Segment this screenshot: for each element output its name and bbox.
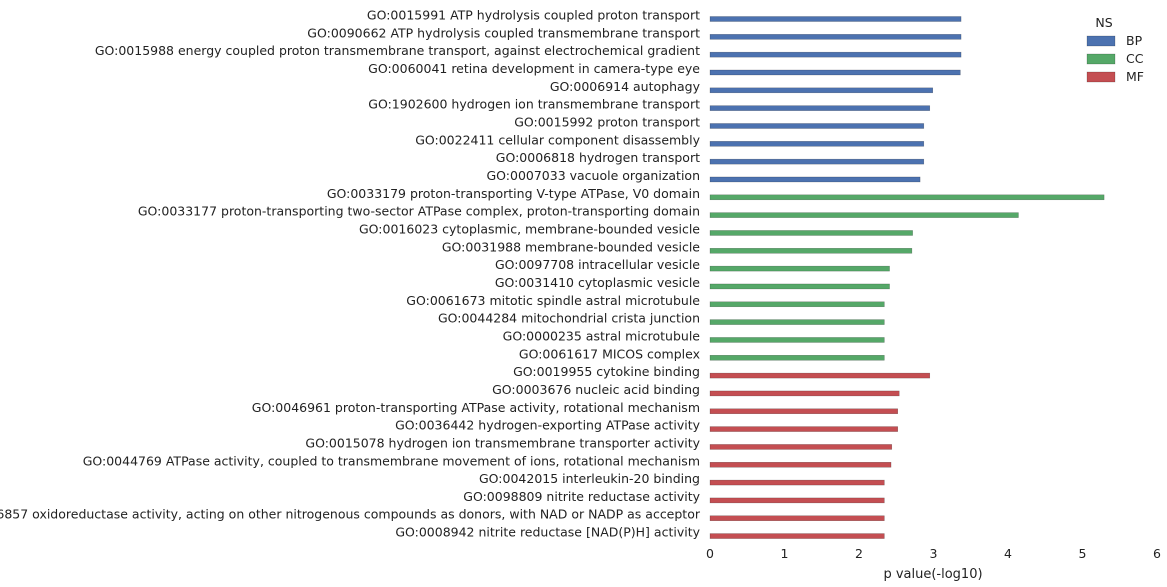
category-label: GO:0061673 mitotic spindle astral microt… [406,293,700,308]
x-axis-ticks: 0 1 2 3 4 5 6 [706,546,1161,561]
legend-swatch-cc [1086,53,1116,65]
category-label: GO:0006818 hydrogen transport [496,150,700,165]
x-axis-title: p value(-log10) [883,567,982,582]
category-label: GO:0015991 ATP hydrolysis coupled proton… [367,8,700,23]
bar-cc [709,194,1105,201]
bar-bp [709,105,931,111]
legend: NS BP CC MF [1086,15,1144,84]
legend-label-cc: CC [1126,51,1144,66]
bar-mf [709,372,931,379]
category-label: GO:0003676 nucleic acid binding [492,382,700,397]
category-label: GO:0022411 cellular component disassembl… [415,132,700,147]
category-label: GO:0007033 vacuole organization [486,168,700,183]
category-label: GO:0015078 hydrogen ion transmembrane tr… [305,435,700,450]
bar-mf [709,444,893,450]
x-tick-label: 3 [930,546,938,561]
bar-bp [709,87,934,94]
legend-label-bp: BP [1126,33,1143,48]
x-tick-label: 5 [1079,546,1087,561]
bar-cc [709,230,913,236]
bar-cc [709,301,885,308]
category-label: GO:0060041 retina development in camera-… [368,61,700,76]
category-label: GO:0046961 proton-transporting ATPase ac… [252,400,700,415]
bar-mf [709,533,885,539]
category-label: GO:0098809 nitrite reductase activity [463,489,700,504]
bar-cc [709,319,885,325]
category-label: GO:0033179 proton-transporting V-type AT… [327,186,700,201]
bar-mf [709,479,885,486]
category-label: GO:0015988 energy coupled proton transme… [95,43,700,58]
bar-cc [709,212,1019,218]
category-label: GO:0061617 MICOS complex [519,346,700,361]
x-tick-label: 6 [1153,546,1161,561]
category-label: GO:0031988 membrane-bounded vesicle [442,239,700,254]
legend-label-mf: MF [1126,69,1144,84]
category-label: GO:0090662 ATP hydrolysis coupled transm… [307,25,700,40]
bar-cc [709,248,913,254]
category-label: GO:0031410 cytoplasmic vesicle [495,275,700,290]
bar-bp [709,16,962,22]
category-label: GO:1902600 hydrogen ion transmembrane tr… [368,97,700,112]
bar-bp [709,34,962,40]
bar-bp [709,69,961,76]
bar-bp [709,158,925,165]
bar-bp [709,51,962,58]
x-tick-label: 2 [855,546,863,561]
legend-title: NS [1095,15,1112,30]
bar-cc [709,355,885,361]
legend-swatch-mf [1086,71,1116,83]
bar-bp [709,176,921,183]
bar-bp [709,141,925,147]
bar-mf [709,408,898,415]
category-label: GO:0046857 oxidoreductase activity, acti… [0,507,701,522]
x-tick-label: 4 [1004,546,1012,561]
bar-mf [709,515,885,521]
category-label: GO:0097708 intracellular vesicle [495,257,700,272]
category-label: GO:0044769 ATPase activity, coupled to t… [83,453,700,468]
bar-mf [709,426,898,432]
category-label: GO:0016023 cytoplasmic, membrane-bounded… [359,221,700,236]
category-label: GO:0006914 autophagy [550,79,701,94]
category-label: GO:0019955 cytokine binding [513,364,700,379]
x-tick-label: 0 [706,546,714,561]
bar-mf [709,462,892,468]
category-label: GO:0008942 nitrite reductase [NAD(P)H] a… [395,525,700,540]
category-label: GO:0036442 hydrogen-exporting ATPase act… [395,418,700,433]
bar-bp [709,123,925,129]
category-label: GO:0015992 proton transport [514,114,700,129]
category-labels: GO:0015991 ATP hydrolysis coupled proton… [0,8,701,540]
x-tick-label: 1 [781,546,789,561]
category-label: GO:0033177 proton-transporting two-secto… [138,204,700,219]
bar-cc [709,337,885,343]
category-label: GO:0000235 astral microtubule [503,328,701,343]
category-label: GO:0042015 interleukin-20 binding [479,471,700,486]
bar-mf [709,497,885,504]
legend-swatch-bp [1086,35,1116,47]
bars [709,16,1105,539]
bar-cc [709,283,890,290]
category-label: GO:0044284 mitochondrial crista junction [438,311,700,326]
bar-cc [709,265,890,272]
bar-mf [709,390,900,397]
